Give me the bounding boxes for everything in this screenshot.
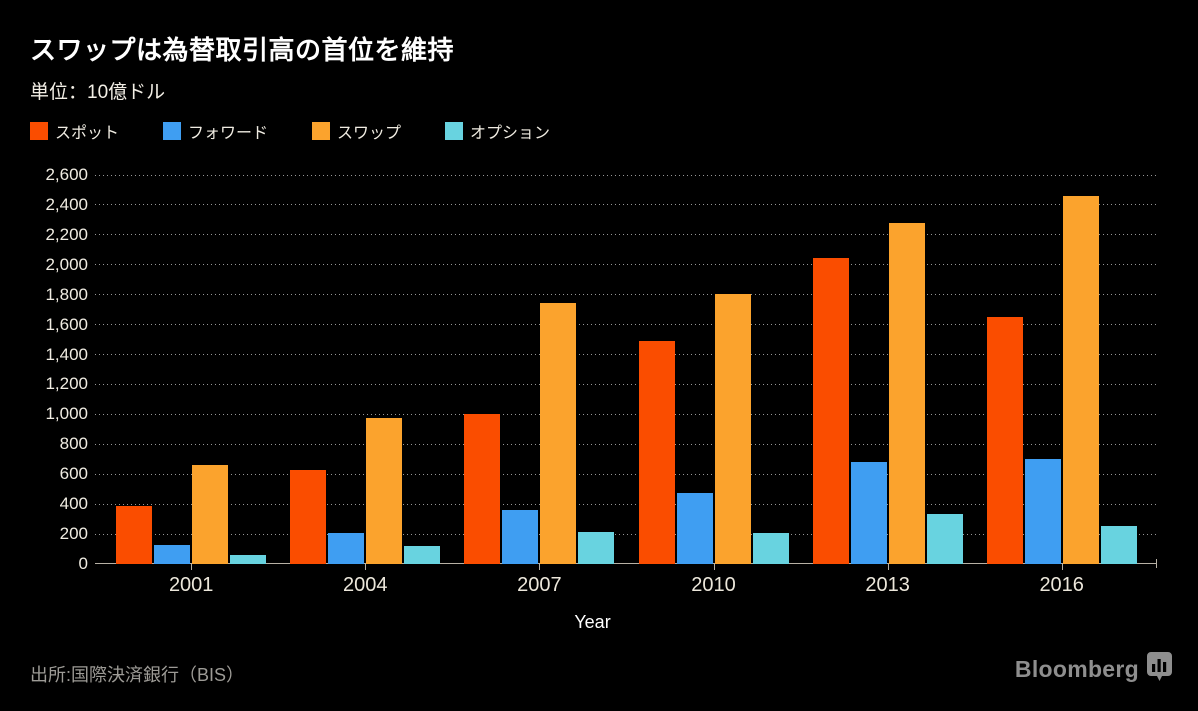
x-tick-2001	[191, 564, 193, 570]
bar-group-2013	[812, 175, 963, 564]
x-tick-2013	[887, 564, 889, 570]
y-tick-label: 2,400	[45, 194, 88, 214]
x-tick-label-2004: 2004	[343, 574, 388, 596]
source-note: 出所:国際決済銀行（BIS）	[30, 665, 245, 685]
legend-item-swap: スワップ	[312, 119, 401, 143]
x-tick-2007	[539, 564, 541, 570]
bar-chart: 0 200 400 600 800 1,000 1,200 1,400 1,600 1,800 2,…	[0, 165, 1157, 596]
legend-swatch-spot	[30, 122, 48, 140]
axis-end-tick	[1156, 559, 1157, 568]
bar-option-2001	[230, 555, 267, 564]
y-tick-label: 1,000	[45, 404, 88, 424]
gridline-200	[95, 533, 1157, 535]
y-tick-label: 1,800	[45, 284, 88, 304]
x-tick-2016	[1061, 564, 1063, 570]
bar-forward-2010	[676, 493, 713, 564]
bar-swap-2007	[540, 303, 577, 564]
bar-chart-bubble-icon	[1147, 652, 1172, 686]
y-tick-label: 2,600	[45, 165, 88, 184]
chart-title: スワップは為替取引高の首位を維持	[30, 35, 455, 65]
bar-spot-2007	[464, 414, 501, 564]
bar-option-2007	[578, 532, 615, 564]
bar-group-2007	[464, 175, 615, 564]
bar-option-2013	[926, 514, 963, 564]
legend-swatch-option	[445, 122, 464, 140]
plot-area: 2001 2004 2007 2010 2013 2016	[95, 174, 1157, 596]
bar-group-2016	[986, 175, 1137, 564]
bar-option-2004	[404, 546, 441, 564]
x-axis-title: Year	[574, 612, 611, 632]
gridline-800	[95, 443, 1157, 445]
bar-swap-2013	[888, 223, 925, 564]
bar-spot-2004	[290, 470, 327, 564]
bar-swap-2010	[714, 294, 751, 564]
legend-swatch-swap	[312, 122, 331, 140]
y-tick-label: 1,200	[45, 374, 88, 394]
gridline-2000	[95, 264, 1157, 266]
legend-label-forward: フォワード	[188, 125, 269, 142]
y-tick-label: 200	[59, 524, 88, 544]
bar-swap-2001	[192, 465, 229, 564]
bar-group-2001	[116, 175, 267, 564]
chart-subtitle: 単位：10億ドル	[30, 82, 166, 103]
gridline-1600	[95, 324, 1157, 326]
legend: スポット フォワード スワップ オプション	[30, 119, 550, 143]
x-tick-label-2016: 2016	[1039, 574, 1084, 596]
bar-spot-2001	[116, 506, 153, 564]
y-axis-labels: 0 200 400 600 800 1,000 1,200 1,400 1,600 1,800 2,…	[0, 165, 88, 573]
x-tick-label-2007: 2007	[517, 574, 562, 596]
bar-swap-2004	[366, 418, 403, 564]
bar-swap-2016	[1062, 196, 1099, 564]
bar-forward-2016	[1024, 459, 1061, 564]
x-tick-2010	[713, 564, 715, 570]
bar-option-2010	[752, 533, 789, 564]
y-tick-label: 0	[78, 554, 88, 573]
bar-group-2004	[290, 175, 441, 564]
x-tick-label-2001: 2001	[168, 574, 214, 596]
y-tick-label: 800	[59, 434, 88, 454]
gridline-600	[95, 473, 1157, 475]
bar-spot-2013	[812, 258, 849, 564]
legend-swatch-forward	[163, 122, 182, 140]
bar-spot-2010	[638, 341, 675, 564]
x-tick-2004	[365, 564, 367, 570]
legend-label-swap: スワップ	[337, 125, 402, 142]
gridline-400	[95, 503, 1157, 505]
bloomberg-wordmark: Bloomberg	[1014, 655, 1139, 682]
bloomberg-logo: Bloomberg	[1015, 652, 1172, 686]
bar-spot-2016	[986, 317, 1023, 564]
gridline-1800	[95, 294, 1157, 296]
gridline-2400	[95, 204, 1157, 206]
y-tick-label: 2,000	[45, 254, 88, 274]
y-tick-label: 400	[59, 494, 88, 514]
x-axis-line	[95, 563, 1157, 564]
bar-forward-2013	[850, 462, 887, 564]
legend-item-option: オプション	[445, 119, 550, 143]
y-tick-label: 600	[59, 464, 88, 484]
gridline-1400	[95, 354, 1157, 356]
legend-label-option: オプション	[470, 125, 551, 142]
y-tick-label: 1,600	[45, 314, 88, 334]
y-tick-label: 1,400	[45, 344, 88, 364]
gridline-1200	[95, 383, 1157, 385]
bar-forward-2004	[328, 533, 365, 564]
x-tick-label-2013: 2013	[865, 574, 910, 596]
bar-forward-2007	[502, 510, 539, 564]
legend-label-spot: スポット	[55, 125, 120, 142]
gridline-1000	[95, 413, 1157, 415]
legend-item-spot: スポット	[30, 119, 119, 143]
legend-item-forward: フォワード	[163, 119, 268, 143]
bar-forward-2001	[154, 545, 191, 564]
bar-option-2016	[1100, 526, 1137, 564]
gridline-2600	[95, 174, 1157, 176]
bar-group-2010	[638, 175, 789, 564]
x-tick-label-2010: 2010	[691, 574, 736, 596]
gridline-2200	[95, 234, 1157, 236]
y-tick-label: 2,200	[45, 224, 88, 244]
